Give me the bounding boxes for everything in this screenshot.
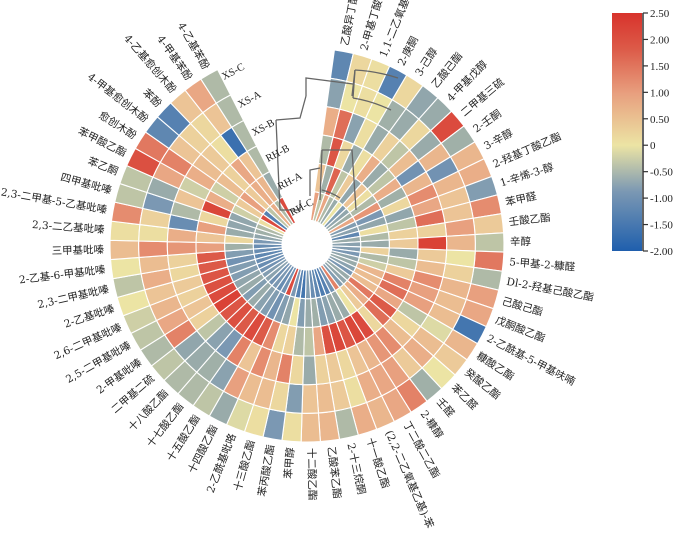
category-label: 乙酸苯乙酯 bbox=[325, 446, 344, 500]
category-label: 4-甲基愈创木酚 bbox=[85, 70, 151, 125]
category-label: 2-庚酮 bbox=[395, 34, 421, 68]
dendrogram-branch bbox=[309, 167, 321, 196]
category-label: 三甲基吡嗪 bbox=[51, 243, 104, 257]
dendrogram-branch bbox=[352, 97, 392, 111]
dendrogram-branch bbox=[322, 149, 357, 211]
colorbar: 2.50 2.00 1.50 1.00 0.50 0 -0.50 -1.00 -1.50 -2.0… bbox=[612, 8, 673, 258]
category-label: 辛醇 bbox=[510, 235, 532, 248]
heatmap-cell bbox=[388, 237, 419, 250]
heatmap-cell bbox=[474, 232, 505, 253]
heatmap-cell bbox=[195, 241, 226, 254]
colorbar-tick-label: 2.00 bbox=[650, 34, 670, 46]
colorbar-tick-label: 1.50 bbox=[650, 61, 670, 73]
dendrogram-branch bbox=[352, 69, 356, 99]
heatmap-cells bbox=[109, 49, 505, 443]
category-label: 己酸己酯 bbox=[500, 294, 544, 318]
heatmap-cell bbox=[445, 233, 476, 252]
dendrogram-branch bbox=[321, 189, 341, 199]
category-label: 十三酸乙酯 bbox=[231, 439, 258, 493]
heatmap-cell bbox=[301, 383, 320, 414]
category-label: 苯酚 bbox=[140, 86, 165, 110]
ring-label-xs-b: XS-B bbox=[250, 118, 276, 139]
dendrogram-branch bbox=[275, 119, 301, 211]
colorbar-tick-label: -1.50 bbox=[650, 220, 673, 232]
category-labels: 乙酸异丁酯2-甲基丁酸乙酯1,1-二乙氧基-3-甲基丁烷2-庚酮3-己醇乙酸己酯… bbox=[0, 0, 595, 531]
category-label: 2-十三烷酮 bbox=[344, 442, 368, 496]
category-label: (2,2-二乙氧基乙基)-苯 bbox=[382, 428, 436, 530]
ring-label-xs-a: XS-A bbox=[236, 89, 263, 110]
dendrogram bbox=[275, 69, 399, 211]
category-label: 2,3-二乙基吡嗪 bbox=[32, 218, 106, 236]
category-label: 苯丙酸乙酯 bbox=[255, 444, 277, 498]
category-label: 四甲基吡嗪 bbox=[59, 171, 114, 198]
colorbar-tick-label: 1.00 bbox=[650, 87, 670, 99]
category-label: 2-壬酮 bbox=[471, 108, 504, 136]
heatmap-cell bbox=[302, 355, 318, 386]
colorbar-tick-label: -2.00 bbox=[650, 246, 673, 258]
heatmap-cell bbox=[417, 235, 448, 251]
dendrogram-branch bbox=[354, 69, 399, 79]
colorbar-tick-label: -0.50 bbox=[650, 167, 673, 179]
category-label: 苯甲醛 bbox=[504, 189, 538, 208]
dendrogram-branch bbox=[319, 149, 323, 201]
category-label: 十二酸乙酯 bbox=[305, 448, 319, 501]
colorbar-tick-label: 0.50 bbox=[650, 114, 670, 126]
category-label: 乙酸异丁酯 bbox=[338, 0, 361, 47]
category-label: 3-辛醇 bbox=[482, 126, 516, 153]
dendrogram-branch bbox=[275, 95, 307, 121]
colorbar-gradient bbox=[612, 13, 642, 251]
ring-label-rh-a: RH-A bbox=[276, 171, 304, 193]
heatmap-cell bbox=[138, 240, 169, 259]
heatmap-cell bbox=[109, 239, 140, 261]
category-label: 2-乙基-6-甲基吡嗪 bbox=[18, 263, 106, 287]
heatmap-cell bbox=[303, 326, 316, 357]
colorbar-tick-label: 0 bbox=[650, 140, 656, 152]
colorbar-tick-label: -1.00 bbox=[650, 193, 673, 205]
category-label: 壬酸乙酯 bbox=[508, 211, 551, 229]
category-label: 苯甲醇 bbox=[282, 446, 297, 479]
dendrogram-branch bbox=[305, 77, 354, 96]
heatmap-cell bbox=[166, 241, 197, 256]
heatmap-cell bbox=[300, 412, 321, 443]
category-label: 5-甲基-2-糠醛 bbox=[509, 255, 576, 274]
category-label: 苯乙酮 bbox=[86, 154, 120, 177]
category-label: 壬醛 bbox=[434, 395, 458, 420]
ring-label-xs-c: XS-C bbox=[220, 62, 246, 83]
colorbar-tick-label: 2.50 bbox=[650, 8, 670, 20]
